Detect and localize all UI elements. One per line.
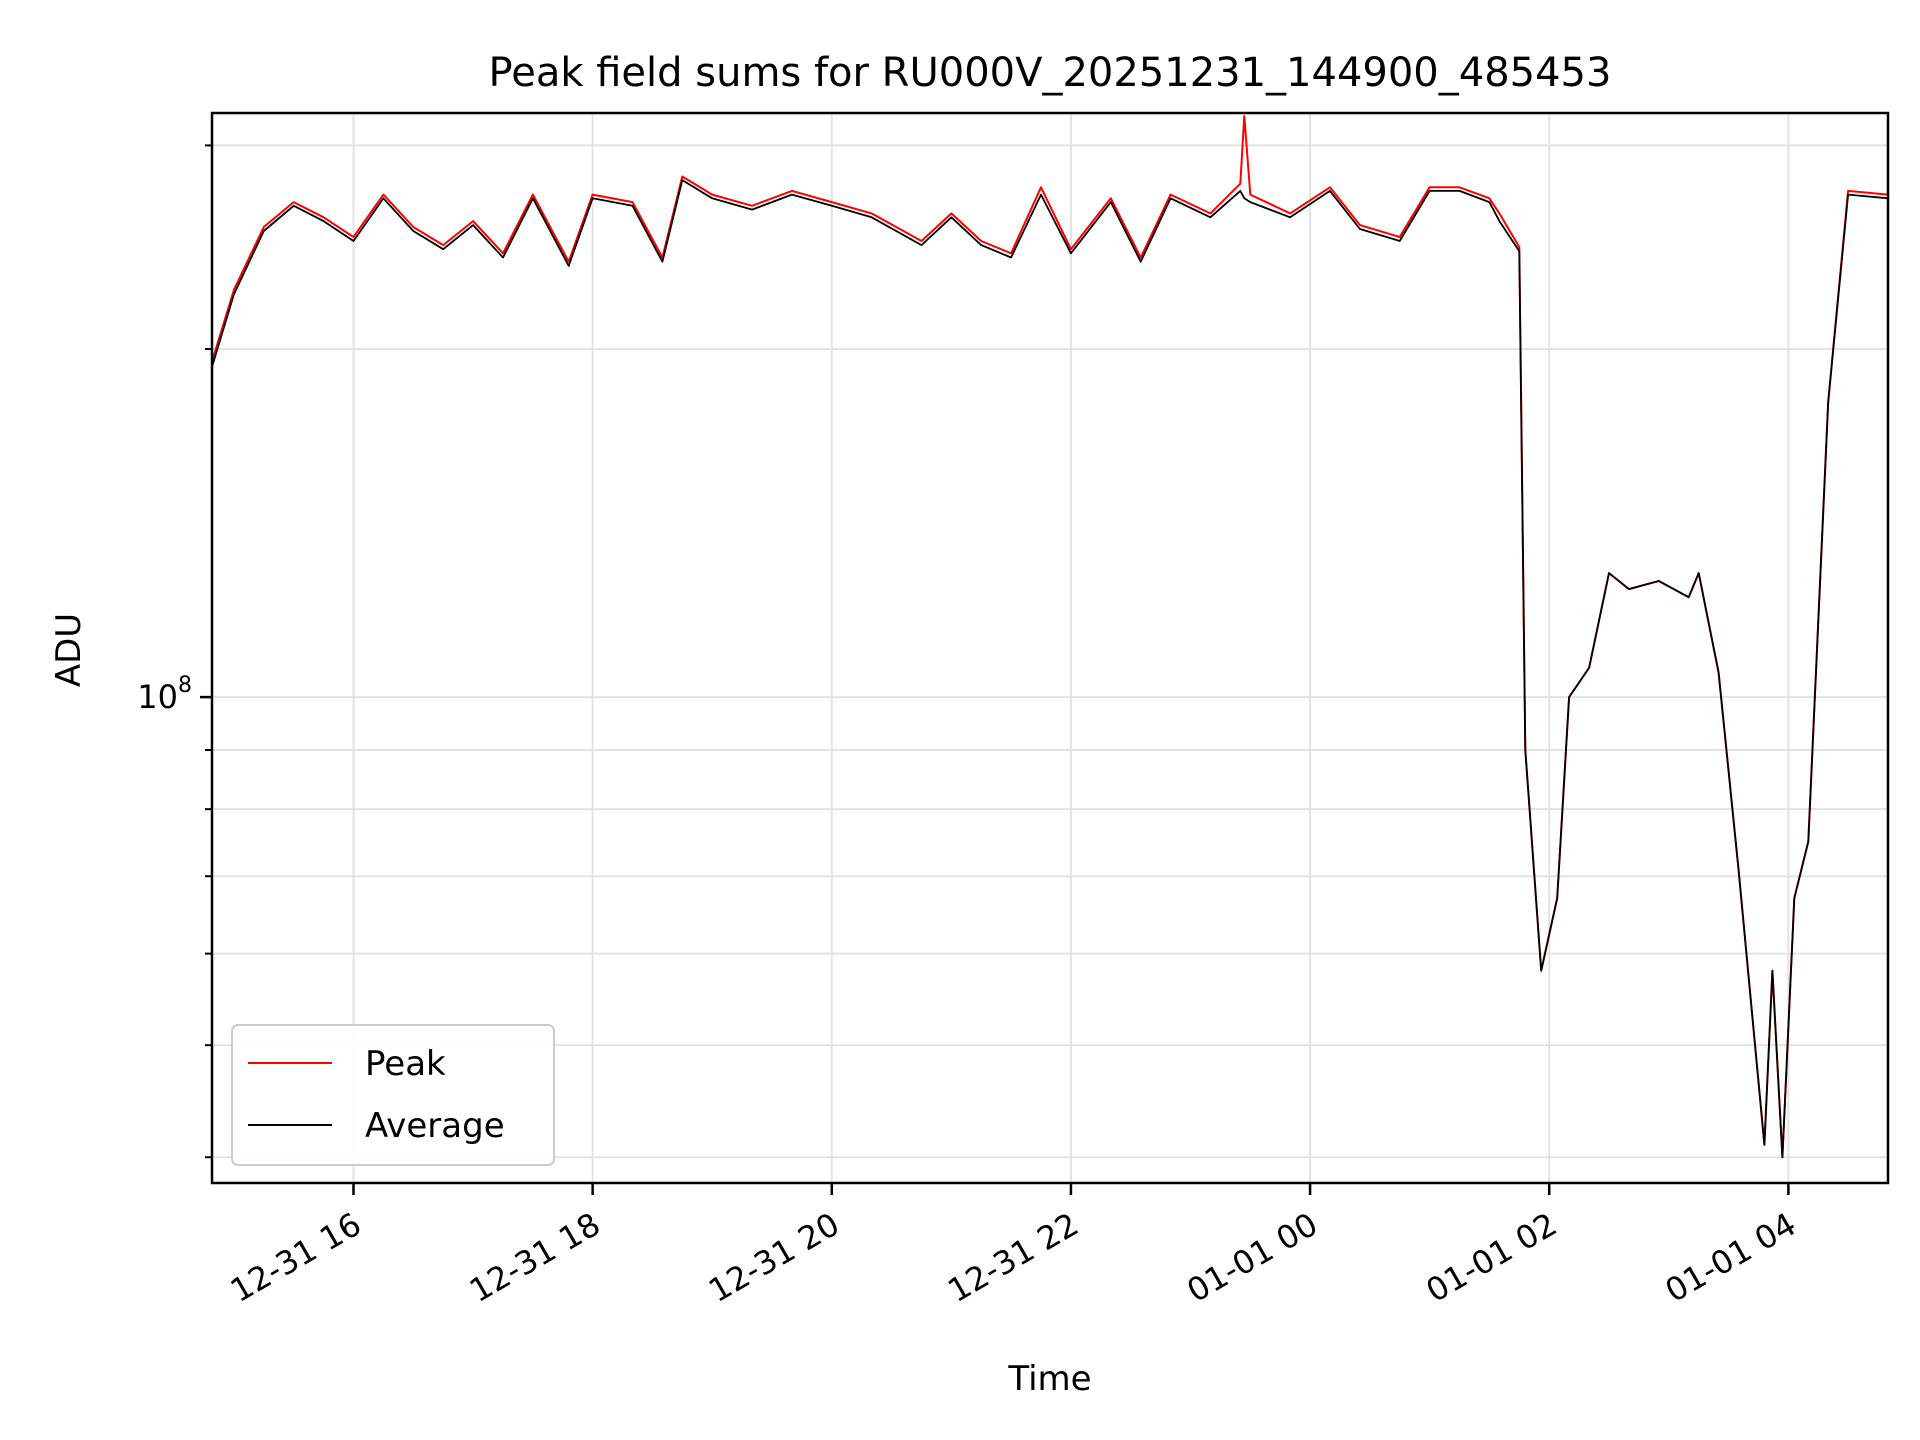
plot-frame — [210, 111, 1890, 1185]
legend-label-peak: Peak — [365, 1044, 446, 1084]
series-line-average — [211, 179, 1889, 1159]
x-axis-label: Time — [1007, 1359, 1091, 1399]
legend-box — [231, 1024, 555, 1166]
y-tick-label: 108 — [137, 673, 192, 716]
y-tick-label-exponent: 8 — [178, 673, 192, 698]
y-axis-label: ADU — [49, 613, 89, 687]
legend-label-average: Average — [365, 1106, 505, 1146]
legend: Peak Average — [231, 1024, 555, 1166]
y-tick-label-base: 10 — [137, 678, 178, 716]
chart-title: Peak field sums for RU000V_20251231_1449… — [489, 50, 1612, 96]
series-lines — [211, 115, 1889, 1159]
grid-lines — [212, 113, 1888, 1183]
